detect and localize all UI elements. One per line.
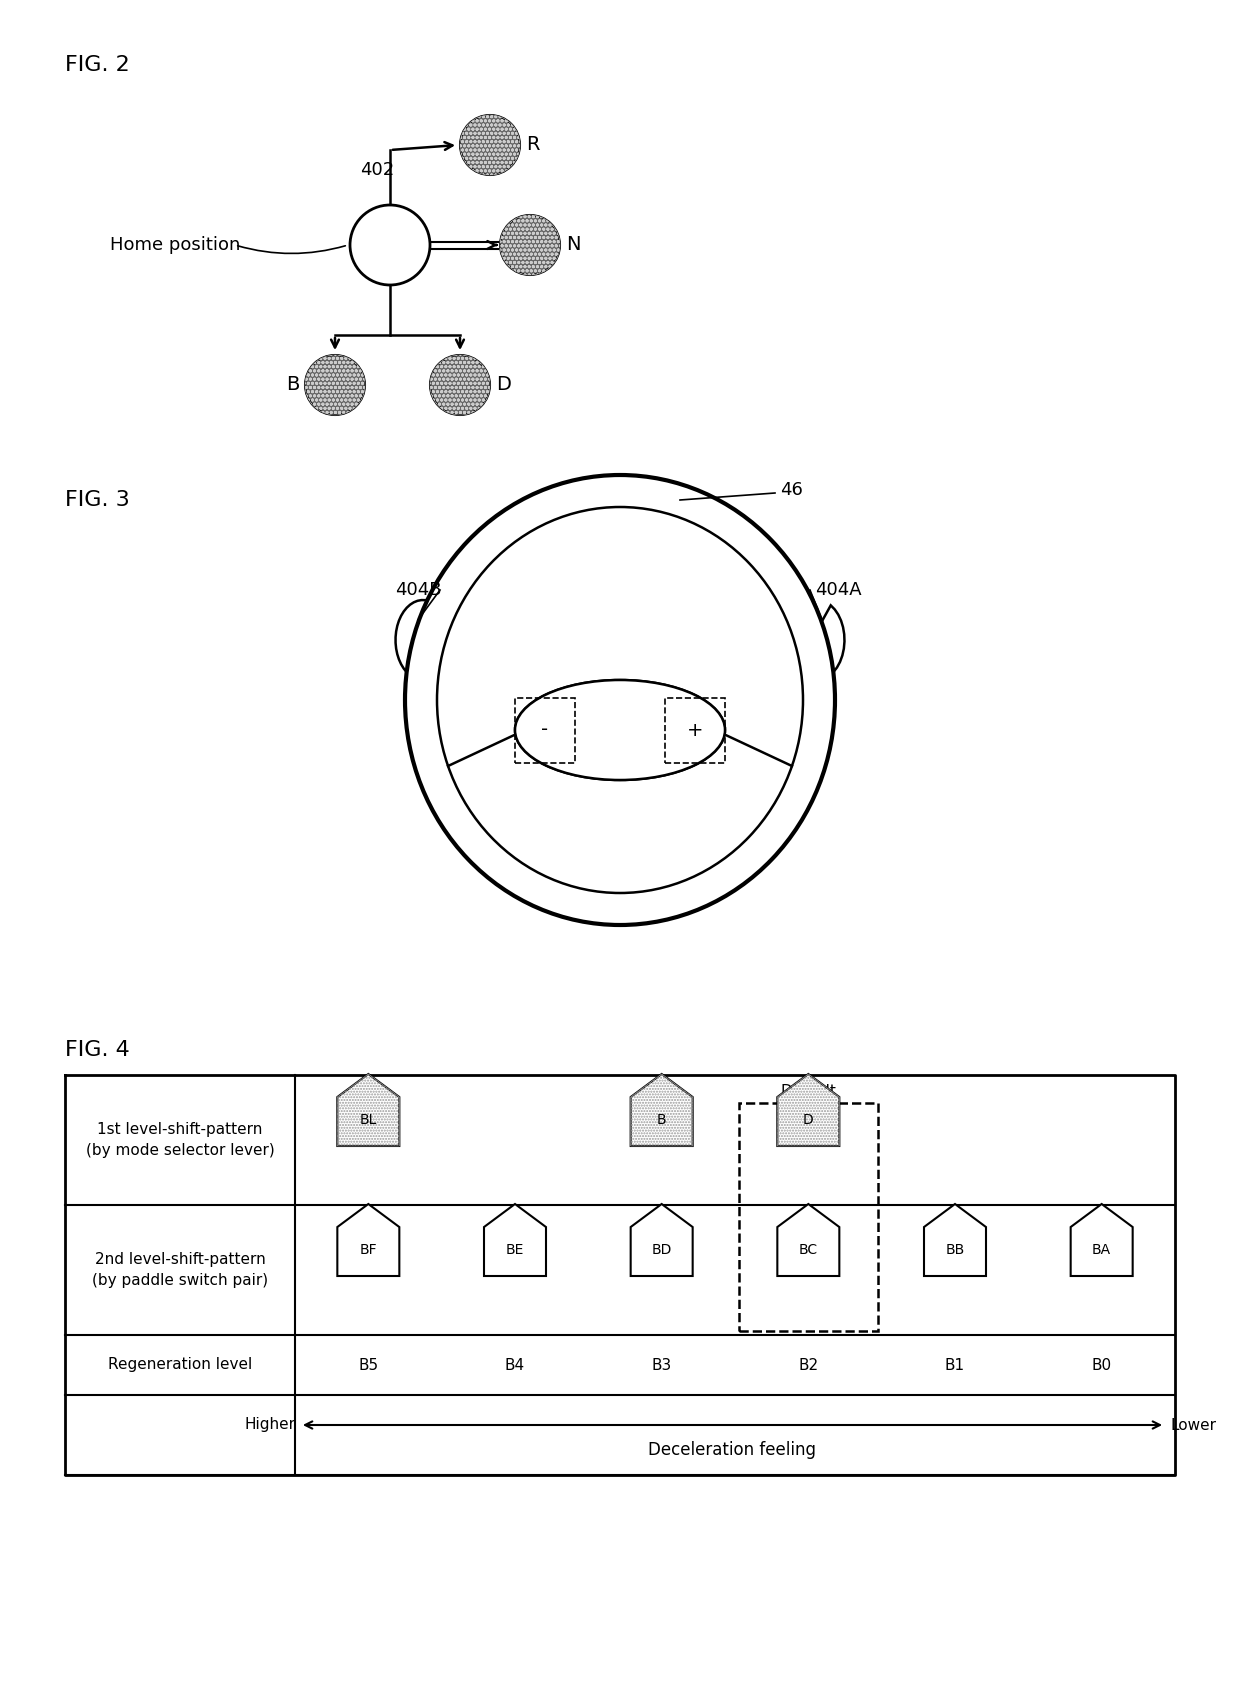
Text: B5: B5 — [358, 1358, 378, 1372]
Polygon shape — [1070, 1203, 1132, 1276]
Text: BA: BA — [1092, 1242, 1111, 1256]
Text: Default: Default — [780, 1084, 836, 1098]
Ellipse shape — [500, 214, 560, 276]
Text: BE: BE — [506, 1242, 525, 1256]
Text: B3: B3 — [651, 1358, 672, 1372]
Text: B2: B2 — [799, 1358, 818, 1372]
Text: +: + — [687, 720, 703, 739]
Text: B1: B1 — [945, 1358, 965, 1372]
Text: BL: BL — [360, 1113, 377, 1127]
Text: BB: BB — [945, 1242, 965, 1256]
Polygon shape — [924, 1203, 986, 1276]
Ellipse shape — [405, 475, 835, 924]
Text: 46: 46 — [780, 482, 802, 499]
Text: B4: B4 — [505, 1358, 525, 1372]
Bar — [739, 1103, 878, 1331]
Polygon shape — [631, 1074, 693, 1145]
Text: 402: 402 — [360, 162, 394, 179]
Ellipse shape — [460, 116, 520, 175]
Polygon shape — [790, 601, 844, 681]
Text: Higher: Higher — [244, 1418, 295, 1433]
Text: D: D — [496, 376, 511, 395]
Polygon shape — [777, 1074, 839, 1145]
Ellipse shape — [305, 356, 365, 415]
Polygon shape — [484, 1203, 546, 1276]
Polygon shape — [337, 1203, 399, 1276]
Text: BD: BD — [651, 1242, 672, 1256]
Text: FIG. 4: FIG. 4 — [64, 1040, 130, 1060]
Polygon shape — [396, 601, 450, 681]
Bar — [665, 698, 725, 762]
Text: N: N — [565, 235, 580, 255]
Text: 404A: 404A — [815, 580, 862, 599]
Polygon shape — [631, 1203, 693, 1276]
Ellipse shape — [515, 681, 725, 780]
Bar — [515, 698, 575, 762]
Text: -: - — [542, 720, 548, 739]
Text: Regeneration level: Regeneration level — [108, 1358, 252, 1372]
Text: R: R — [526, 136, 539, 155]
Text: BF: BF — [360, 1242, 377, 1256]
Text: Deceleration feeling: Deceleration feeling — [649, 1442, 816, 1459]
Text: B: B — [657, 1113, 666, 1127]
Text: D: D — [804, 1113, 813, 1127]
Text: B: B — [285, 376, 299, 395]
Text: Home position: Home position — [110, 237, 241, 254]
Polygon shape — [777, 1203, 839, 1276]
Text: FIG. 2: FIG. 2 — [64, 54, 130, 75]
Text: B0: B0 — [1091, 1358, 1112, 1372]
Text: FIG. 3: FIG. 3 — [64, 490, 130, 511]
Text: Lower: Lower — [1171, 1418, 1216, 1433]
Text: 2nd level-shift-pattern
(by paddle switch pair): 2nd level-shift-pattern (by paddle switc… — [92, 1253, 268, 1288]
Polygon shape — [337, 1074, 399, 1145]
Ellipse shape — [350, 204, 430, 284]
Text: 1st level-shift-pattern
(by mode selector lever): 1st level-shift-pattern (by mode selecto… — [86, 1122, 274, 1157]
Text: BC: BC — [799, 1242, 818, 1256]
Ellipse shape — [515, 681, 725, 780]
Ellipse shape — [436, 507, 804, 894]
Ellipse shape — [430, 356, 490, 415]
Text: 404B: 404B — [396, 580, 441, 599]
